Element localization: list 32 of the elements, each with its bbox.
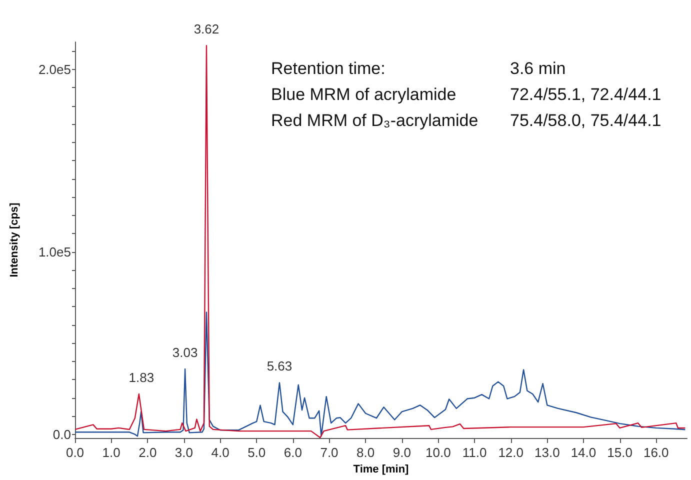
annotation: Retention time: (271, 59, 386, 78)
annotation: 1.83 (128, 370, 154, 386)
annotation: 5.63 (266, 358, 292, 374)
x-tick-label: 11.0 (462, 445, 487, 460)
x-tick-label: 10.0 (426, 445, 451, 460)
x-tick-label: 9.0 (392, 445, 411, 460)
annotation: 72.4/55.1, 72.4/44.1 (510, 85, 662, 104)
annotation: 3.03 (172, 345, 198, 360)
x-tick-label: 12.0 (498, 445, 524, 460)
x-tick-label: 14.0 (570, 445, 596, 460)
x-tick-label: 8.0 (356, 445, 375, 460)
annotation: 3.6 min (510, 59, 566, 78)
x-tick-label: 15.0 (607, 445, 632, 460)
x-tick-label: 5.0 (248, 445, 266, 460)
annotation: 3.62 (194, 22, 220, 37)
x-tick-label: 1.0 (102, 445, 120, 460)
y-tick-label: 1.0e5 (38, 244, 71, 260)
y-axis-title: Intensity [cps] (8, 202, 20, 278)
y-tick-label: 0.0 (52, 426, 71, 442)
y-tick-label: 2.0e5 (38, 62, 71, 77)
x-tick-label: 13.0 (534, 445, 560, 460)
x-tick-label: 6.0 (284, 445, 302, 460)
x-tick-label: 0.0 (66, 445, 84, 460)
x-tick-label: 7.0 (320, 445, 338, 460)
annotation: Blue MRM of acrylamide (271, 85, 456, 104)
x-tick-label: 4.0 (211, 445, 230, 460)
x-tick-label: 3.0 (174, 445, 193, 460)
annotation: Red MRM of D₃-acrylamide (271, 111, 478, 130)
x-tick-label: 2.0 (138, 445, 157, 460)
x-axis-title: Time [min] (353, 464, 410, 476)
x-tick-label: 16.0 (643, 445, 669, 460)
annotation: 75.4/58.0, 75.4/44.1 (510, 111, 662, 130)
